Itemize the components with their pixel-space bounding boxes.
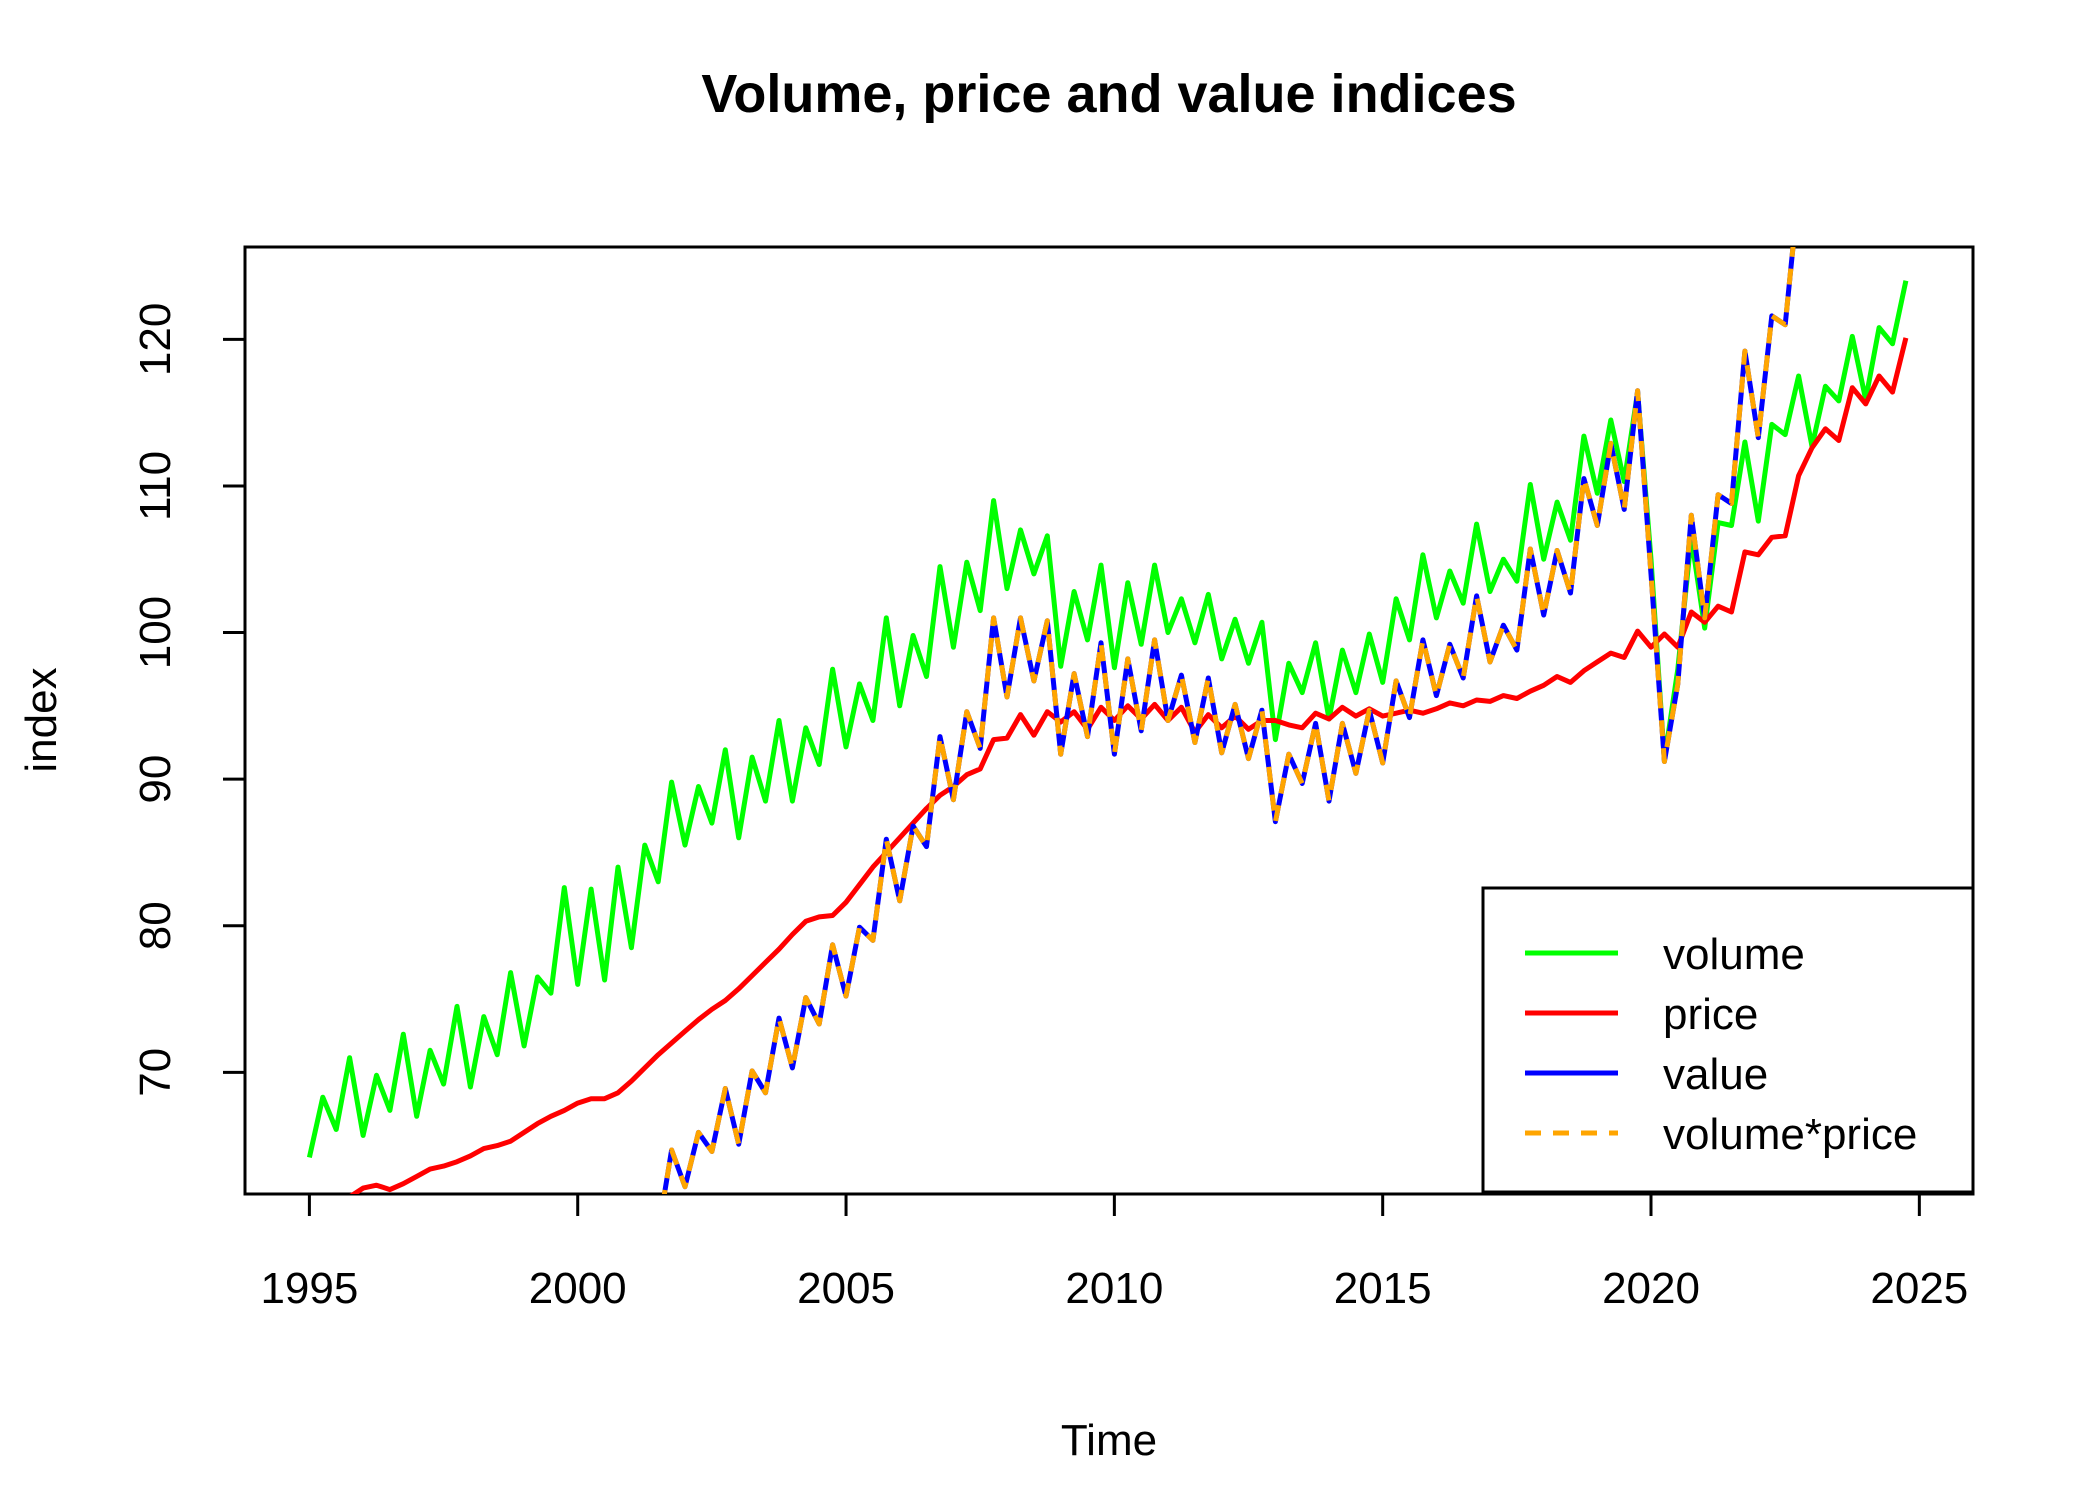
x-axis-ticks: 1995 2000 2005 2010 2015 2020 2025	[260, 1194, 1968, 1313]
x-tick-label: 1995	[260, 1264, 358, 1313]
x-tick-label: 2015	[1334, 1264, 1432, 1313]
legend-label-price: price	[1663, 990, 1758, 1039]
x-tick-label: 2020	[1602, 1264, 1700, 1313]
y-tick-label: 90	[131, 755, 180, 804]
x-tick-label: 2010	[1065, 1264, 1163, 1313]
x-tick-label: 2000	[529, 1264, 627, 1313]
legend: volume price value volume*price	[1481, 886, 1975, 1194]
x-axis-title: Time	[1061, 1416, 1157, 1465]
legend-box	[1481, 886, 1975, 1194]
plot-border	[243, 245, 1975, 1196]
data-series-group	[306, 247, 1909, 1194]
legend-label-volume: volume	[1663, 930, 1805, 979]
y-tick-label: 120	[131, 303, 180, 376]
x-tick-label: 2025	[1870, 1264, 1968, 1313]
legend-label-volumexprice: volume*price	[1663, 1110, 1917, 1159]
chart-title: Volume, price and value indices	[701, 64, 1516, 124]
y-axis-ticks: 70 80 90 100 110 120	[131, 303, 245, 1097]
y-tick-label: 70	[131, 1048, 180, 1097]
y-tick-label: 110	[131, 451, 180, 521]
y-axis-title: index	[17, 667, 66, 772]
x-tick-label: 2005	[797, 1264, 895, 1313]
legend-label-value: value	[1663, 1050, 1768, 1099]
y-tick-label: 100	[131, 596, 180, 669]
y-tick-label: 80	[131, 901, 180, 950]
series-line-volumexprice	[661, 247, 1796, 1194]
